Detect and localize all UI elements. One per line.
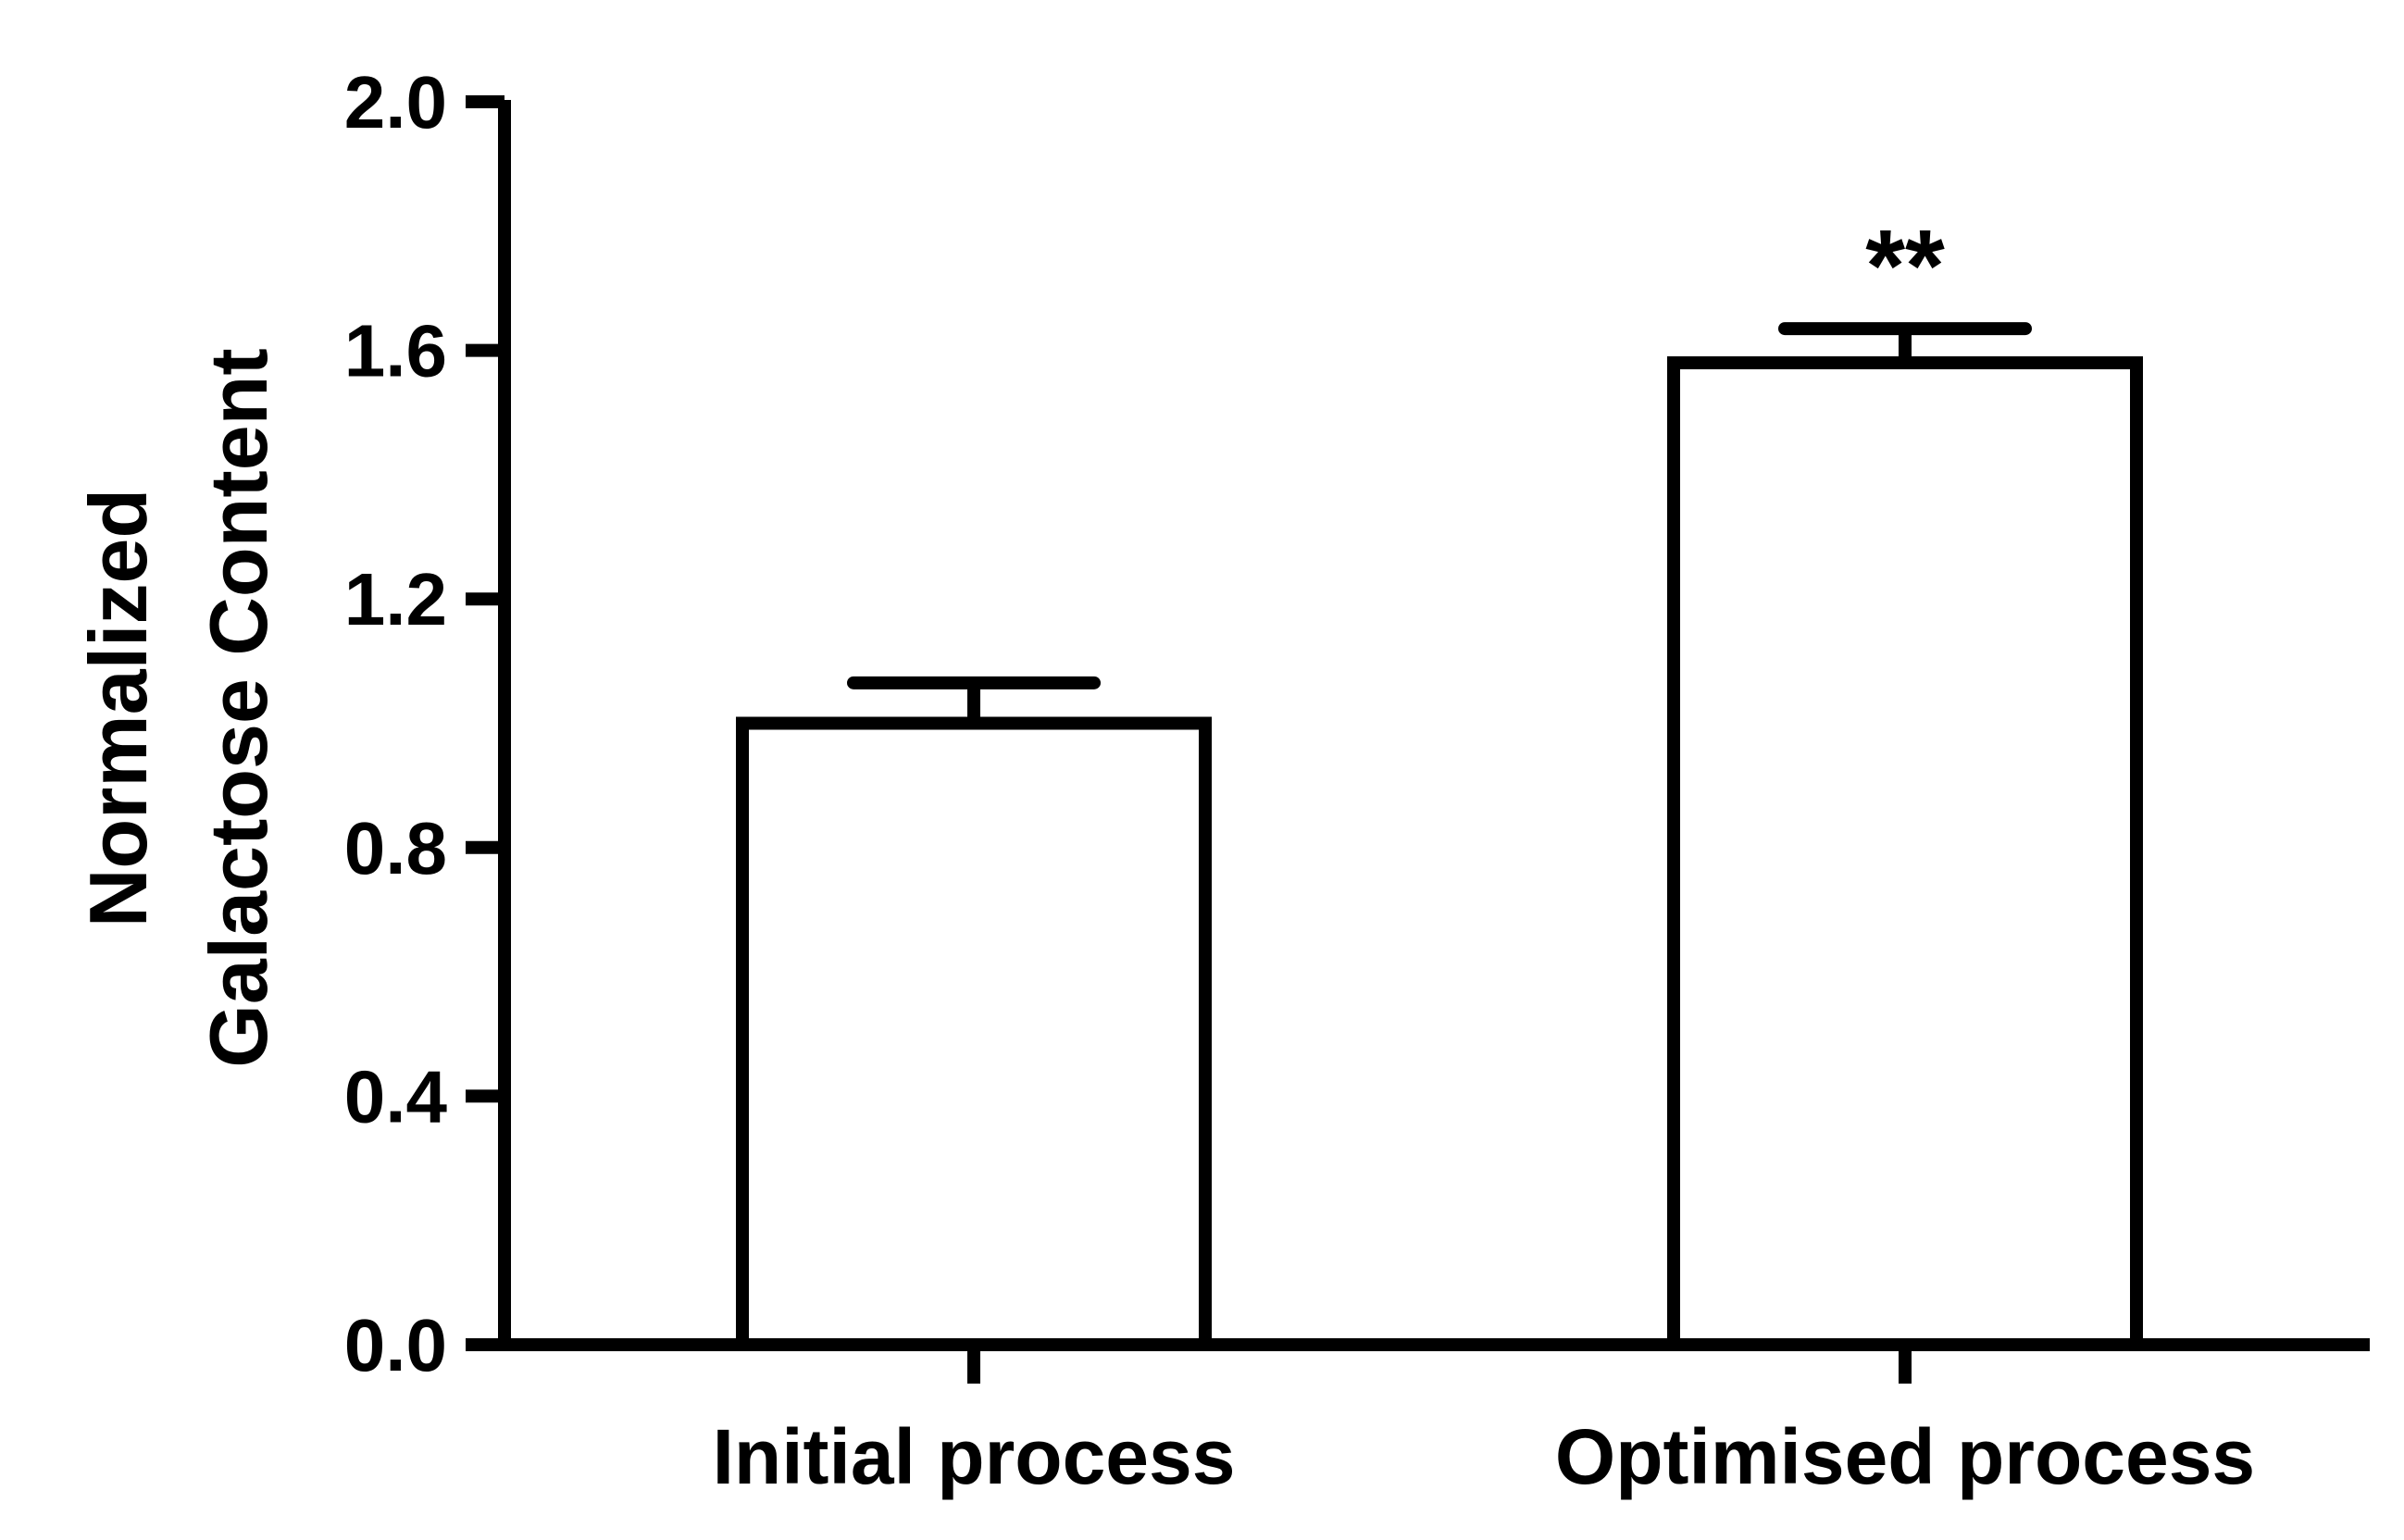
y-axis-title-line-2: Galactose Content	[193, 348, 284, 1067]
y-tick-label: 1.2	[344, 558, 447, 640]
bar-2	[1667, 356, 2143, 1351]
category-label: Initial process	[713, 1413, 1236, 1500]
labels: 0.0 0.4 0.8 1.2 1.6 2.0 Initial process Optimis…	[344, 61, 2255, 1500]
category-label: Optimised process	[1555, 1413, 2255, 1500]
y-tick-label: 0.8	[344, 807, 447, 889]
y-tick-label: 2.0	[344, 61, 447, 143]
bars	[736, 322, 2143, 1351]
y-tick-label: 0.4	[344, 1055, 448, 1137]
y-tick-label: 1.6	[344, 310, 447, 392]
y-tick-label: 0.0	[344, 1304, 447, 1386]
y-axis-title-line-1: Normalized	[72, 489, 164, 927]
significance-label: **	[1865, 209, 1945, 323]
bar-1	[736, 716, 1212, 1351]
